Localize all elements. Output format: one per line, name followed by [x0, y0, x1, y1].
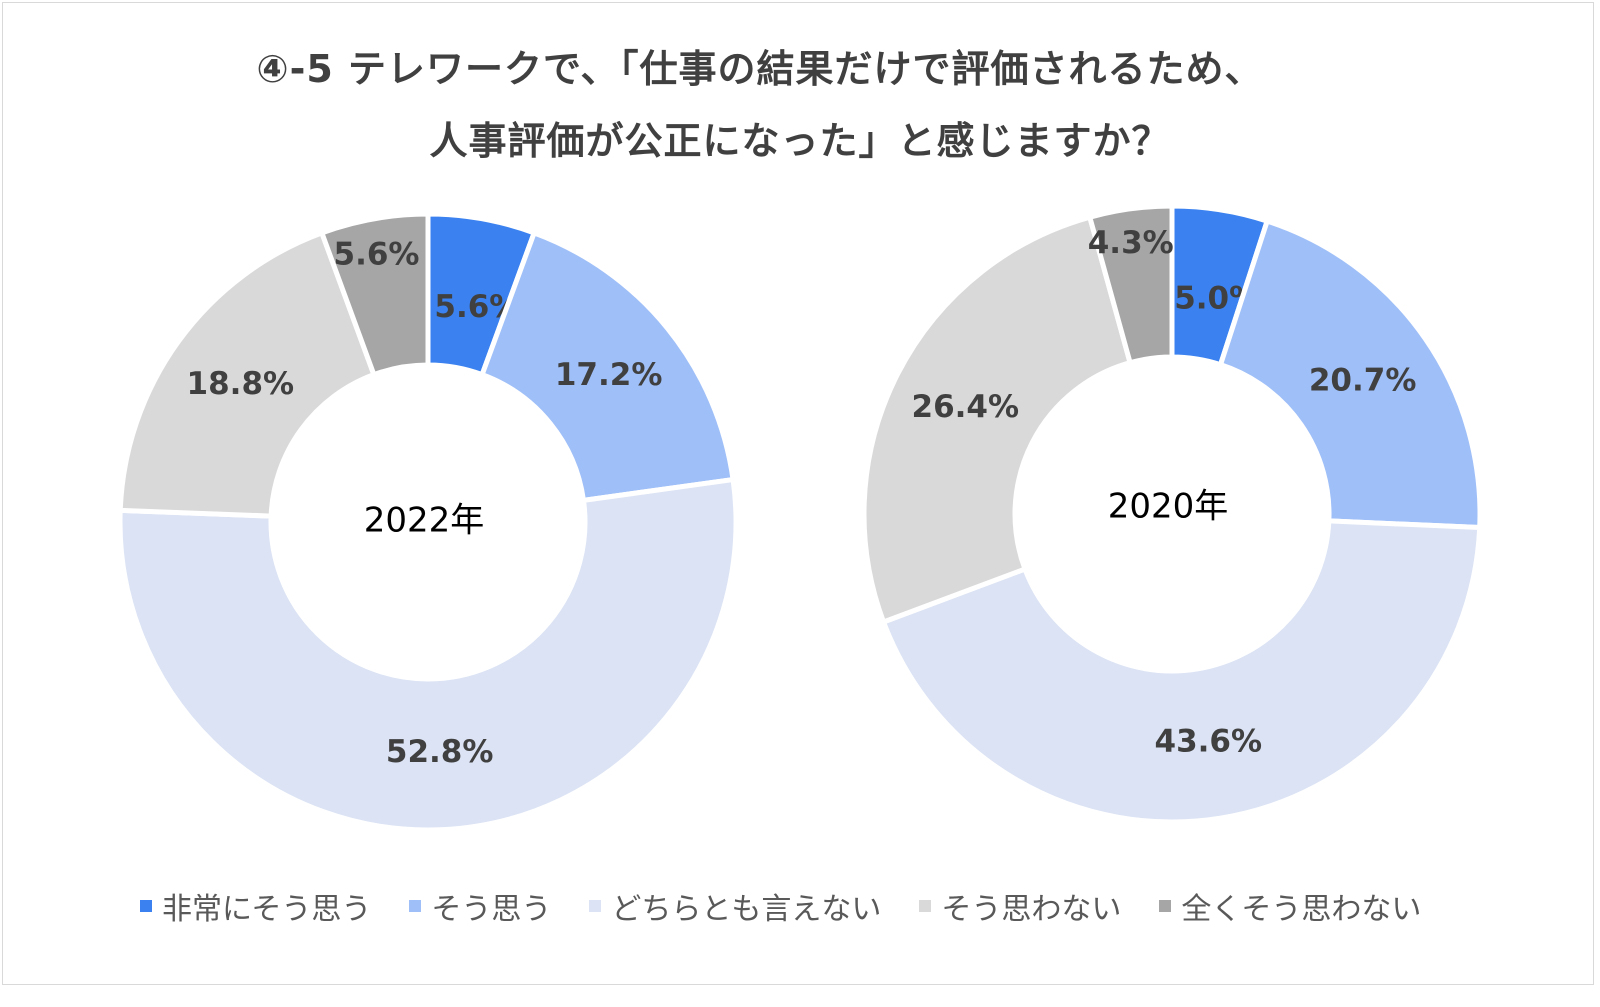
donut-slice-3: [861, 214, 1134, 626]
legend-label: どちらとも言えない: [611, 892, 882, 927]
donut-0: 5.6%17.2%52.8%18.8%5.6%2022年: [117, 211, 739, 833]
legend-item-neutral: どちらとも言えない: [589, 884, 881, 928]
legend-item-agree: そう思う: [409, 884, 551, 928]
data-label-1: 20.7%: [1309, 362, 1417, 398]
data-label-2: 52.8%: [386, 734, 494, 770]
chart-title-line1: ④-5 テレワークで、「仕事の結果だけで評価されるため、: [256, 47, 1264, 91]
donut-slice-1: [478, 229, 736, 504]
center-year-label: 2020年: [1108, 487, 1229, 527]
donut-slice-3: [117, 229, 378, 519]
donut-slice-1: [1217, 217, 1483, 531]
donut-slice-2: [117, 476, 739, 833]
legend-swatch-icon: [589, 900, 602, 912]
legend-swatch-icon: [919, 900, 932, 912]
legend-swatch-icon: [409, 900, 422, 912]
donut-slice-2: [880, 518, 1483, 825]
legend-label: そう思わない: [941, 892, 1122, 927]
legend-item-very-agree: 非常にそう思う: [140, 884, 371, 928]
legend-swatch-icon: [140, 900, 152, 912]
legend-item-disagree: そう思わない: [919, 884, 1121, 928]
chart-title-line2: 人事評価が公正になった」と感じますか？: [429, 119, 1171, 163]
data-label-1: 17.2%: [555, 357, 663, 393]
donut-1: 5.0%20.7%43.6%26.4%4.3%2020年: [861, 203, 1483, 825]
data-label-3: 26.4%: [912, 389, 1020, 425]
legend-label: そう思う: [431, 892, 552, 927]
legend-swatch-icon: [1159, 900, 1172, 912]
legend-label: 非常にそう思う: [162, 892, 372, 927]
data-label-3: 18.8%: [187, 366, 295, 402]
data-label-4: 4.3%: [1088, 225, 1174, 261]
data-label-2: 43.6%: [1155, 724, 1263, 760]
center-year-label: 2022年: [364, 501, 485, 541]
donut-slice-4: [318, 211, 431, 378]
legend-label: 全くそう思わない: [1181, 892, 1422, 927]
legend-item-strongly-disagree: 全くそう思わない: [1159, 884, 1421, 928]
legend: 非常にそう思う そう思う どちらとも言えない そう思わない 全くそう思わない: [140, 884, 1421, 928]
data-label-4: 5.6%: [334, 237, 420, 273]
donut-slice-4: [1086, 203, 1175, 366]
